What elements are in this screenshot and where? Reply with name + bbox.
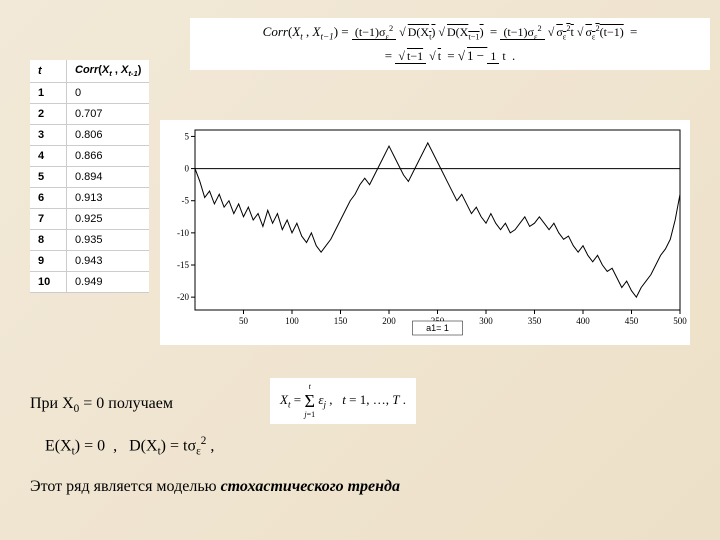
svg-text:100: 100 bbox=[285, 316, 299, 326]
svg-text:350: 350 bbox=[528, 316, 542, 326]
svg-text:-15: -15 bbox=[177, 260, 189, 270]
svg-text:300: 300 bbox=[479, 316, 493, 326]
table-row: 20.707 bbox=[30, 104, 149, 125]
random-walk-chart: 50-5-10-15-20501001502002503003504004505… bbox=[160, 120, 690, 345]
table-row: 70.925 bbox=[30, 209, 149, 230]
sum-formula: Xt = t Σ j=1 εj , t = 1, …, T . bbox=[270, 378, 416, 424]
text-conclusion: Этот ряд является моделью стохастическог… bbox=[30, 478, 400, 496]
table-row: 80.935 bbox=[30, 230, 149, 251]
table-row: 40.866 bbox=[30, 146, 149, 167]
col-t: t bbox=[30, 60, 67, 83]
autocorr-table: t Corr(Xt , Xt-1) 1020.70730.80640.86650… bbox=[30, 60, 149, 293]
autocorr-formula: Corr(Xt , Xt−1) = (t−1)σε2√D(Xt) √D(Xt−1… bbox=[190, 18, 710, 70]
table-row: 30.806 bbox=[30, 125, 149, 146]
table-row: 50.894 bbox=[30, 167, 149, 188]
col-corr: Corr(Xt , Xt-1) bbox=[67, 60, 150, 83]
text-moments: E(Xt) = 0 , D(Xt) = tσε2 , bbox=[45, 435, 214, 458]
table-row: 10 bbox=[30, 83, 149, 104]
table-row: 60.913 bbox=[30, 188, 149, 209]
svg-text:500: 500 bbox=[673, 316, 687, 326]
table-row: 100.949 bbox=[30, 272, 149, 293]
svg-text:-20: -20 bbox=[177, 292, 189, 302]
svg-text:400: 400 bbox=[576, 316, 590, 326]
svg-text:-5: -5 bbox=[182, 196, 190, 206]
svg-text:a1= 1: a1= 1 bbox=[426, 323, 449, 333]
svg-text:0: 0 bbox=[185, 164, 190, 174]
svg-text:5: 5 bbox=[185, 131, 190, 141]
svg-text:150: 150 bbox=[334, 316, 348, 326]
svg-text:-10: -10 bbox=[177, 228, 189, 238]
svg-text:200: 200 bbox=[382, 316, 396, 326]
svg-text:450: 450 bbox=[625, 316, 639, 326]
svg-text:50: 50 bbox=[239, 316, 249, 326]
table-row: 90.943 bbox=[30, 251, 149, 272]
text-given-x0: При X0 = 0 получаем bbox=[30, 395, 173, 415]
